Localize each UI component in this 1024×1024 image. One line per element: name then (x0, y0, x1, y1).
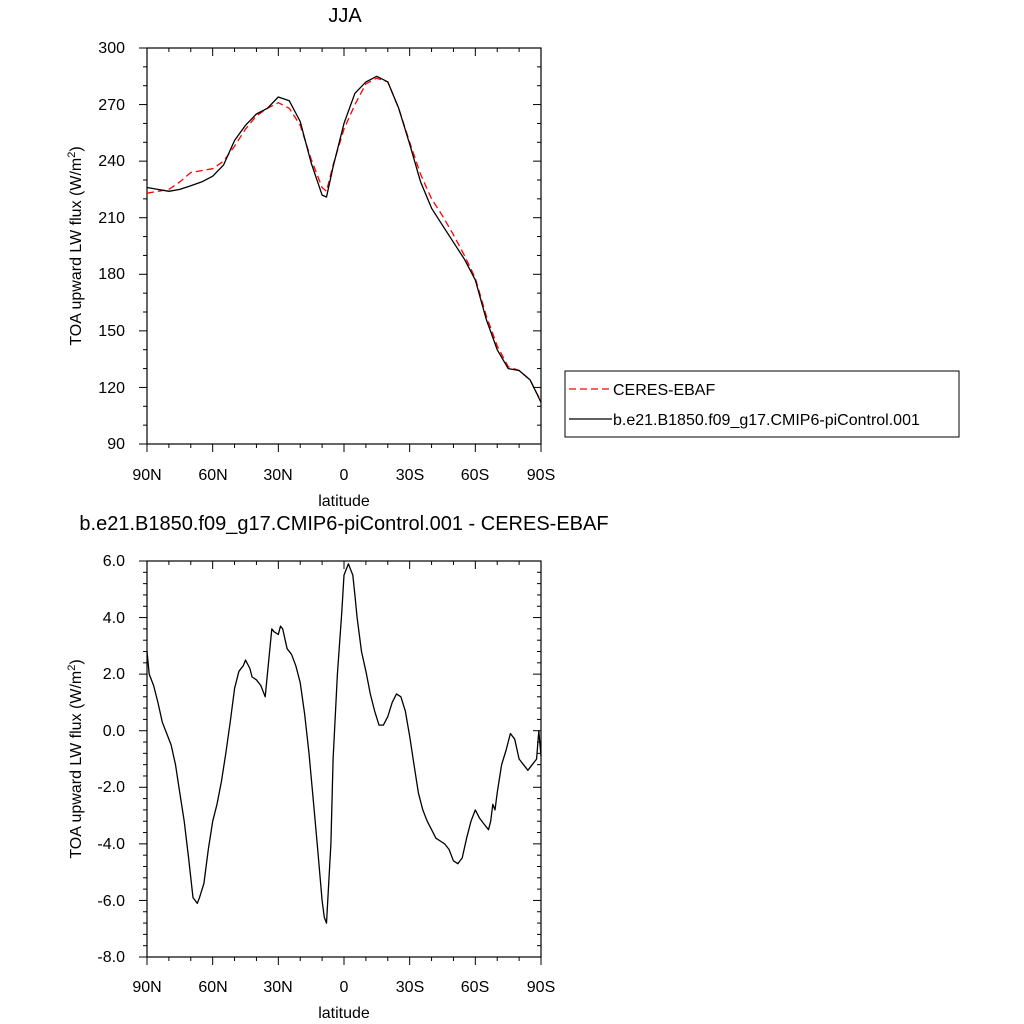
top-y-tick-label: 300 (98, 40, 125, 57)
top-x-tick-labels: 90N 60N 30N 0 30S 60S 90S (132, 467, 555, 484)
top-x-tick-label: 30S (396, 467, 424, 484)
bottom-y-tick-labels: -8.0 -6.0 -4.0 -2.0 0.0 2.0 4.0 6.0 (97, 553, 125, 966)
top-x-tick-label: 60N (198, 467, 227, 484)
top-y-tick-label: 240 (98, 153, 125, 170)
bottom-y-tick-label: -8.0 (97, 949, 125, 966)
top-y-tick-label: 180 (98, 266, 125, 283)
bot-series-line-0 (146, 563, 542, 924)
top-y-tick-label: 270 (98, 97, 125, 114)
bottom-chart-title: b.e21.B1850.f09_g17.CMIP6-piControl.001 … (79, 513, 608, 535)
bottom-x-axis-title: latitude (318, 1005, 370, 1022)
legend-label-ceres: CERES-EBAF (613, 382, 715, 399)
bottom-x-tick-label: 30N (263, 979, 292, 996)
legend-label-model: b.e21.B1850.f09_g17.CMIP6-piControl.001 (613, 412, 920, 429)
bottom-x-tick-label: 90S (527, 979, 555, 996)
top-y-tick-label: 90 (107, 436, 125, 453)
bottom-x-tick-label: 60S (461, 979, 489, 996)
bottom-y-tick-label: -4.0 (97, 836, 125, 853)
top-x-tick-label: 90N (132, 467, 161, 484)
bottom-chart: b.e21.B1850.f09_g17.CMIP6-piControl.001 … (66, 513, 609, 1022)
bottom-y-tick-label: -6.0 (97, 893, 125, 910)
top-x-tick-label: 90S (527, 467, 555, 484)
bottom-x-tick-label: 60N (198, 979, 227, 996)
bottom-series-lines (146, 563, 542, 924)
legend-box (564, 370, 960, 438)
top-series-line-1 (146, 75, 542, 403)
bottom-x-tick-label: 30S (396, 979, 424, 996)
bottom-x-tick-label: 0 (340, 979, 349, 996)
top-y-tick-label: 210 (98, 210, 125, 227)
top-tick-marks (139, 47, 542, 452)
top-x-tick-label: 30N (263, 467, 292, 484)
bottom-x-tick-labels: 90N 60N 30N 0 30S 60S 90S (132, 979, 555, 996)
top-chart-title: JJA (328, 5, 362, 27)
bottom-plot-frame (146, 560, 542, 958)
top-y-tick-label: 120 (98, 380, 125, 397)
bottom-y-tick-label: 0.0 (103, 723, 125, 740)
top-plot-frame (146, 47, 542, 445)
bottom-x-tick-label: 90N (132, 979, 161, 996)
top-x-tick-label: 0 (340, 467, 349, 484)
top-chart: JJA 90N 60N 30N 0 30S 60S 90S 90 120 150… (66, 5, 555, 510)
top-series-lines (146, 75, 542, 403)
top-series-line-0 (146, 77, 542, 401)
bottom-y-tick-label: -2.0 (97, 779, 125, 796)
top-y-tick-label: 150 (98, 323, 125, 340)
bottom-y-tick-label: 4.0 (103, 610, 125, 627)
top-x-tick-label: 60S (461, 467, 489, 484)
top-y-axis-title: TOA upward LW flux (W/m2) (66, 146, 85, 345)
top-y-tick-labels: 90 120 150 180 210 240 270 300 (98, 40, 125, 453)
legend: CERES-EBAF b.e21.B1850.f09_g17.CMIP6-piC… (564, 370, 960, 438)
top-x-axis-title: latitude (318, 493, 370, 510)
bottom-y-tick-label: 6.0 (103, 553, 125, 570)
bottom-tick-marks (139, 560, 542, 965)
bottom-y-axis-title: TOA upward LW flux (W/m2) (66, 659, 85, 858)
bottom-y-tick-label: 2.0 (103, 666, 125, 683)
